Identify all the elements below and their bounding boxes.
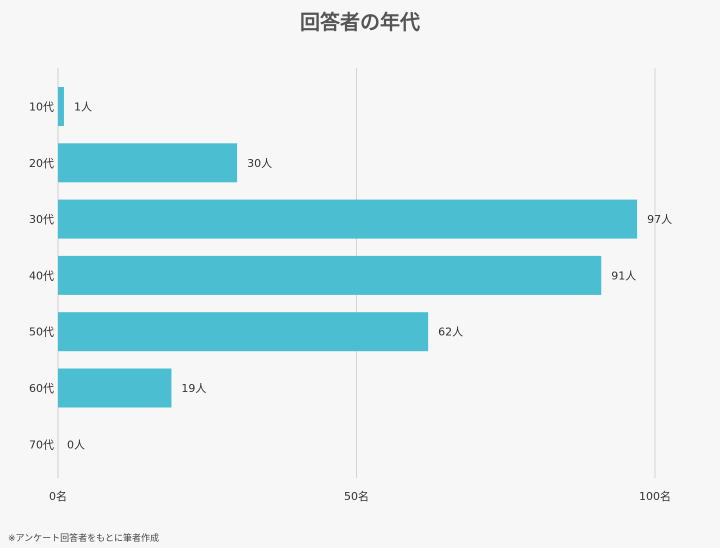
data-label: 30人: [247, 157, 272, 170]
bar: [58, 255, 602, 295]
bar: [58, 199, 638, 239]
category-label: 30代: [29, 213, 54, 226]
data-label: 97人: [647, 213, 672, 226]
category-label: 40代: [29, 269, 54, 282]
x-tick-label: 100名: [639, 489, 671, 503]
bar: [58, 87, 64, 126]
bar: [58, 143, 238, 183]
data-label: 0人: [67, 438, 85, 451]
footnote: ※アンケート回答者をもとに筆者作成: [8, 534, 160, 544]
data-label: 19人: [181, 382, 206, 395]
category-label: 60代: [29, 382, 54, 395]
category-label: 70代: [29, 438, 54, 451]
data-label: 1人: [74, 101, 92, 114]
bar: [58, 312, 429, 352]
category-label: 20代: [29, 157, 54, 170]
chart-title: 回答者の年代: [300, 10, 420, 34]
category-label: 50代: [29, 326, 54, 339]
x-tick-label: 50名: [344, 489, 369, 503]
x-tick-label: 0名: [49, 489, 67, 503]
bar: [58, 368, 172, 408]
data-label: 91人: [611, 269, 636, 282]
data-label: 62人: [438, 326, 463, 339]
category-label: 10代: [29, 101, 54, 114]
